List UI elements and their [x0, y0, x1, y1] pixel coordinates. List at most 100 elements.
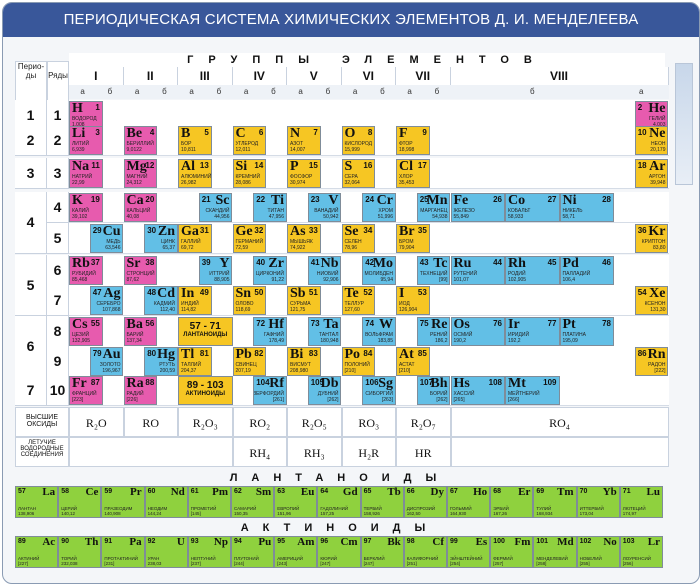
- element-Pt[interactable]: Pt 78 ПЛАТИНА 195,09: [559, 317, 614, 346]
- element-Si[interactable]: Si 14 КРЕМНИЙ 28,086: [232, 159, 267, 188]
- actinides-placeholder[interactable]: 89 - 103 АКТИНОИДЫ: [178, 376, 233, 405]
- element-Ba[interactable]: Ba 56 БАРИЙ 137,34: [123, 317, 158, 346]
- element-K[interactable]: K 19 КАЛИЙ 39,102: [69, 193, 103, 222]
- element-Ca[interactable]: Ca 20 КАЛЬЦИЙ 40,08: [123, 193, 158, 222]
- element-Po[interactable]: Po 84 ПОЛОНИЙ [210]: [341, 347, 376, 376]
- element-Mo[interactable]: Mo 42 МОЛИБДЕН 95,94: [362, 256, 396, 285]
- element-As[interactable]: As 33 МЫШЬЯК 74,922: [287, 224, 321, 253]
- element-Cl[interactable]: Cl 17 ХЛОР 35,453: [396, 159, 430, 188]
- element-Es[interactable]: Es 99 ЭЙНШТЕЙНИЙ [254]: [447, 536, 491, 568]
- element-Rb[interactable]: Rb 37 РУБИДИЙ 85,468: [69, 256, 103, 285]
- element-Db[interactable]: Db 105 ДУБНИЙ [262]: [307, 376, 342, 405]
- element-He[interactable]: He 2 ГЕЛИЙ 4,003: [634, 101, 669, 130]
- element-N[interactable]: N 7 АЗОТ 14,007: [287, 126, 321, 155]
- element-Pa[interactable]: Pa 91 ПРОТАКТИНИЙ [231]: [101, 536, 145, 568]
- element-P[interactable]: P 15 ФОСФОР 30,974: [287, 159, 321, 188]
- element-At[interactable]: At 85 АСТАТ [210]: [396, 347, 430, 376]
- element-B[interactable]: B 5 БОР 10,811: [178, 126, 212, 155]
- element-Fr[interactable]: Fr 87 ФРАНЦИЙ [223]: [69, 376, 103, 405]
- element-Mt[interactable]: Mt 109 МЕЙТНЕРИЙ [266]: [505, 376, 560, 405]
- element-Hf[interactable]: Hf 72 ГАФНИЙ 178,49: [253, 317, 287, 346]
- element-Am[interactable]: Am 95 АМЕРИЦИЙ [243]: [274, 536, 318, 568]
- element-Hs[interactable]: Hs 108 ХАССИЙ [265]: [450, 376, 505, 405]
- element-Nb[interactable]: Nb 41 НИОБИЙ 92,906: [307, 256, 342, 285]
- element-Be[interactable]: Be 4 БЕРИЛЛИЙ 9,0122: [123, 126, 158, 155]
- element-Cu[interactable]: Cu 29 МЕДЬ 63,546: [89, 224, 124, 253]
- element-Fm[interactable]: Fm 100 ФЕРМИЙ [257]: [490, 536, 534, 568]
- element-Xe[interactable]: Xe 54 КСЕНОН 131,30: [634, 286, 669, 315]
- element-Sc[interactable]: Sc 21 СКАНДИЙ 44,956: [198, 193, 233, 222]
- element-Ti[interactable]: Ti 22 ТИТАН 47,956: [253, 193, 287, 222]
- element-Zr[interactable]: Zr 40 ЦИРКОНИЙ 91,22: [253, 256, 287, 285]
- element-Ge[interactable]: Ge 32 ГЕРМАНИЙ 72,59: [232, 224, 267, 253]
- element-Ra[interactable]: Ra 88 РАДИЙ [226]: [123, 376, 158, 405]
- element-Cm[interactable]: Cm 96 КЮРИЙ [247]: [317, 536, 361, 568]
- lanthanides-placeholder[interactable]: 57 - 71 ЛАНТАНОИДЫ: [178, 317, 233, 346]
- element-Ho[interactable]: Ho 67 ГОЛЬМИЙ 164,930: [447, 486, 491, 518]
- element-Pr[interactable]: Pr 59 ПРАЗЕОДИМ 140,908: [101, 486, 145, 518]
- element-Ni[interactable]: Ni 28 НИКЕЛЬ 58,71: [559, 193, 614, 222]
- element-Md[interactable]: Md 101 МЕНДЕЛЕВИЙ [258]: [533, 536, 577, 568]
- element-Th[interactable]: Th 90 ТОРИЙ 232,038: [58, 536, 102, 568]
- element-Tb[interactable]: Tb 65 ТЕРБИЙ 158,926: [360, 486, 404, 518]
- element-Y[interactable]: Y 39 ИТТРИЙ 88,905: [198, 256, 233, 285]
- element-Ru[interactable]: Ru 44 РУТЕНИЙ 101,07: [450, 256, 505, 285]
- element-V[interactable]: V 23 ВАНАДИЙ 50,942: [307, 193, 342, 222]
- element-U[interactable]: U 92 УРАН 238,03: [144, 536, 188, 568]
- element-Mg[interactable]: Mg 12 МАГНИЙ 24,312: [123, 159, 158, 188]
- element-Pu[interactable]: Pu 94 ПЛУТОНИЙ [244]: [231, 536, 275, 568]
- element-Re[interactable]: Re 75 РЕНИЙ 186,2: [416, 317, 451, 346]
- element-La[interactable]: La 57 ЛАНТАН 138,906: [15, 486, 59, 518]
- element-No[interactable]: No 102 НОБЕЛИЙ [255]: [576, 536, 620, 568]
- element-Kr[interactable]: Kr 36 КРИПТОН 83,80: [634, 224, 669, 253]
- element-Zn[interactable]: Zn 30 ЦИНК 65,37: [144, 224, 178, 253]
- element-Eu[interactable]: Eu 63 ЕВРОПИЙ 151,96: [274, 486, 318, 518]
- element-Te[interactable]: Te 52 ТЕЛЛУР 127,60: [341, 286, 376, 315]
- element-Bk[interactable]: Bk 97 БЕРКЛИЙ [247]: [360, 536, 404, 568]
- element-Ga[interactable]: Ga 31 ГАЛЛИЙ 69,72: [178, 224, 212, 253]
- element-Pd[interactable]: Pd 46 ПАЛЛАДИЙ 106,4: [559, 256, 614, 285]
- element-Nd[interactable]: Nd 60 НЕОДИМ 144,24: [144, 486, 188, 518]
- element-Cd[interactable]: Cd 48 КАДМИЙ 112,40: [144, 286, 178, 315]
- element-Rn[interactable]: Rn 86 РАДОН [222]: [634, 347, 669, 376]
- element-Cs[interactable]: Cs 55 ЦЕЗИЙ 132,905: [69, 317, 103, 346]
- element-Sb[interactable]: Sb 51 СУРЬМА 121,75: [287, 286, 321, 315]
- element-Lu[interactable]: Lu 71 ЛЮТЕЦИЙ 174,97: [619, 486, 663, 518]
- element-Sr[interactable]: Sr 38 СТРОНЦИЙ 87,62: [123, 256, 158, 285]
- element-Dy[interactable]: Dy 66 ДИСПРОЗИЙ 162,50: [403, 486, 447, 518]
- element-Pm[interactable]: Pm 61 ПРОМЕТИЙ [145]: [187, 486, 231, 518]
- element-Se[interactable]: Se 34 СЕЛЕН 78,96: [341, 224, 376, 253]
- element-Sm[interactable]: Sm 62 САМАРИЙ 150,35: [231, 486, 275, 518]
- element-W[interactable]: W 74 ВОЛЬФРАМ 183,85: [362, 317, 396, 346]
- element-Rh[interactable]: Rh 45 РОДИЙ 102,905: [505, 256, 560, 285]
- element-Au[interactable]: Au 79 ЗОЛОТО 196,967: [89, 347, 124, 376]
- element-Ar[interactable]: Ar 18 АРГОН 39,948: [634, 159, 669, 188]
- element-Li[interactable]: Li 3 ЛИТИЙ 6,939: [69, 126, 103, 155]
- element-Gd[interactable]: Gd 64 ГАДОЛИНИЙ 157,25: [317, 486, 361, 518]
- element-Ag[interactable]: Ag 47 СЕРЕБРО 107,868: [89, 286, 124, 315]
- element-Mn[interactable]: Mn 25 МАРГАНЕЦ 54,938: [416, 193, 451, 222]
- element-Tm[interactable]: Tm 69 ТУЛИЙ 168,934: [533, 486, 577, 518]
- element-Fe[interactable]: Fe 26 ЖЕЛЕЗО 55,849: [450, 193, 505, 222]
- element-I[interactable]: I 53 ИОД 126,904: [396, 286, 430, 315]
- element-Ac[interactable]: Ac 89 АКТИНИЙ [227]: [15, 536, 59, 568]
- element-F[interactable]: F 9 ФТОР 18,998: [396, 126, 430, 155]
- element-Ne[interactable]: Ne 10 НЕОН 20,179: [634, 126, 669, 155]
- element-Ir[interactable]: Ir 77 ИРИДИЙ 192,2: [505, 317, 560, 346]
- element-O[interactable]: O 8 КИСЛОРОД 15,999: [341, 126, 376, 155]
- element-Ce[interactable]: Ce 58 ЦЕРИЙ 140,12: [58, 486, 102, 518]
- element-Tc[interactable]: Tc 43 ТЕХНЕЦИЙ [99]: [416, 256, 451, 285]
- element-Bh[interactable]: Bh 107 БОРИЙ [262]: [416, 376, 451, 405]
- element-Al[interactable]: Al 13 АЛЮМИНИЙ 26,982: [178, 159, 212, 188]
- element-Er[interactable]: Er 68 ЭРБИЙ 167,26: [490, 486, 534, 518]
- element-Np[interactable]: Np 93 НЕПТУНИЙ [237]: [187, 536, 231, 568]
- element-Tl[interactable]: Tl 81 ТАЛЛИЙ 204,37: [178, 347, 212, 376]
- element-Cr[interactable]: Cr 24 ХРОМ 51,996: [362, 193, 396, 222]
- element-Ta[interactable]: Ta 73 ТАНТАЛ 180,948: [307, 317, 342, 346]
- element-H[interactable]: H 1 ВОДОРОД 1,008: [69, 101, 103, 130]
- element-Hg[interactable]: Hg 80 РТУТЬ 200,59: [144, 347, 178, 376]
- element-Yb[interactable]: Yb 70 ИТТЕРБИЙ 173,04: [576, 486, 620, 518]
- element-Bi[interactable]: Bi 83 ВИСМУТ 208,980: [287, 347, 321, 376]
- element-Lr[interactable]: Lr 103 ЛОУРЕНСИЙ [256]: [619, 536, 663, 568]
